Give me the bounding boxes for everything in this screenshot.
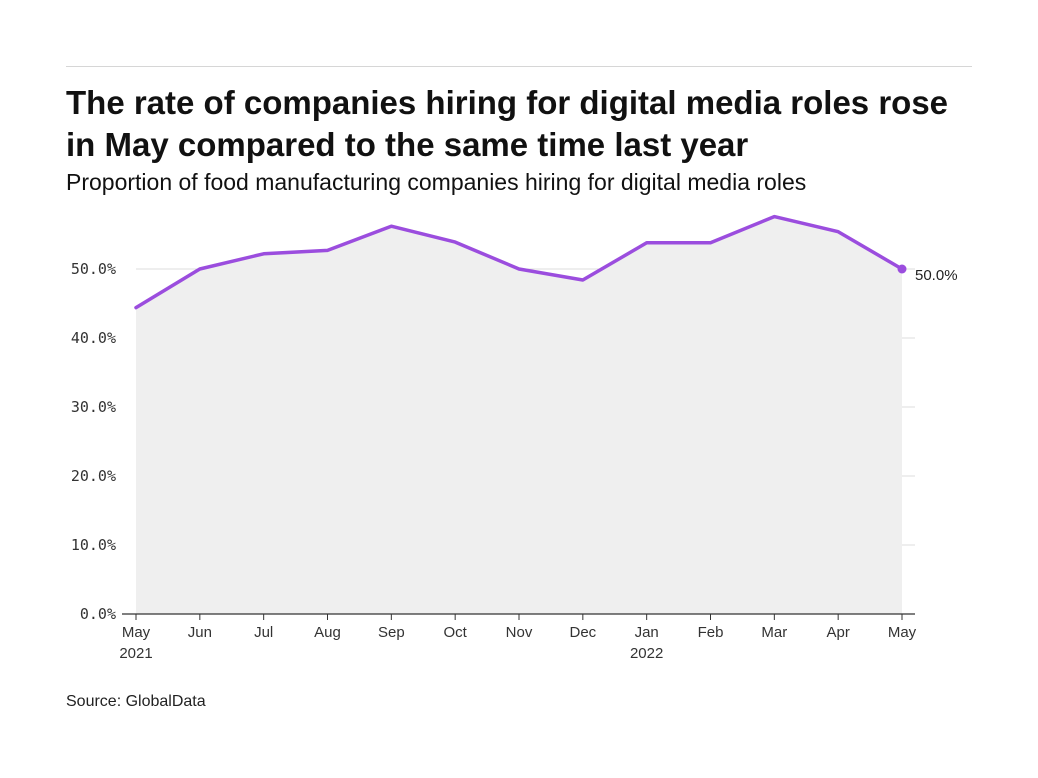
x-tick-label: Jun [188, 624, 212, 641]
x-tick-label: May [888, 624, 917, 641]
x-tick-label: Oct [443, 624, 467, 641]
x-tick-label: Dec [569, 624, 596, 641]
source-note: Source: GlobalData [66, 693, 206, 710]
end-point-marker [897, 264, 907, 274]
end-value-label: 50.0% [915, 267, 958, 284]
y-tick-label: 30.0% [71, 398, 116, 416]
data-points [897, 264, 907, 274]
y-tick-label: 20.0% [71, 467, 116, 485]
x-tick-label: Mar [761, 624, 787, 641]
y-axis-ticks: 0.0% 10.0% 20.0% 30.0% 40.0% 50.0% [71, 260, 116, 623]
x-tick-label: May 2021 [119, 624, 152, 662]
series-line [134, 214, 904, 310]
x-tick-label: Apr [826, 624, 849, 641]
area-fill [136, 216, 902, 614]
y-tick-label: 40.0% [71, 329, 116, 347]
x-tick-label: Jul [254, 624, 273, 641]
x-tick-label: Feb [698, 624, 724, 641]
x-tick-label: Jan 2022 [630, 624, 663, 662]
y-tick-label: 10.0% [71, 536, 116, 554]
x-tick-label: Sep [378, 624, 405, 641]
y-tick-label: 0.0% [80, 605, 116, 623]
x-axis-ticks: May 2021 Jun Jul Aug Sep Oct Nov Dec Jan 2022 Feb Ma… [119, 614, 917, 662]
x-tick-label: Aug [314, 624, 341, 641]
chart-subtitle: Proportion of food manufacturing compani… [66, 169, 807, 195]
y-tick-label: 50.0% [71, 260, 116, 278]
x-tick-label: Nov [506, 624, 533, 641]
chart-title: The rate of companies hiring for digital… [66, 84, 949, 163]
top-divider [66, 66, 972, 67]
